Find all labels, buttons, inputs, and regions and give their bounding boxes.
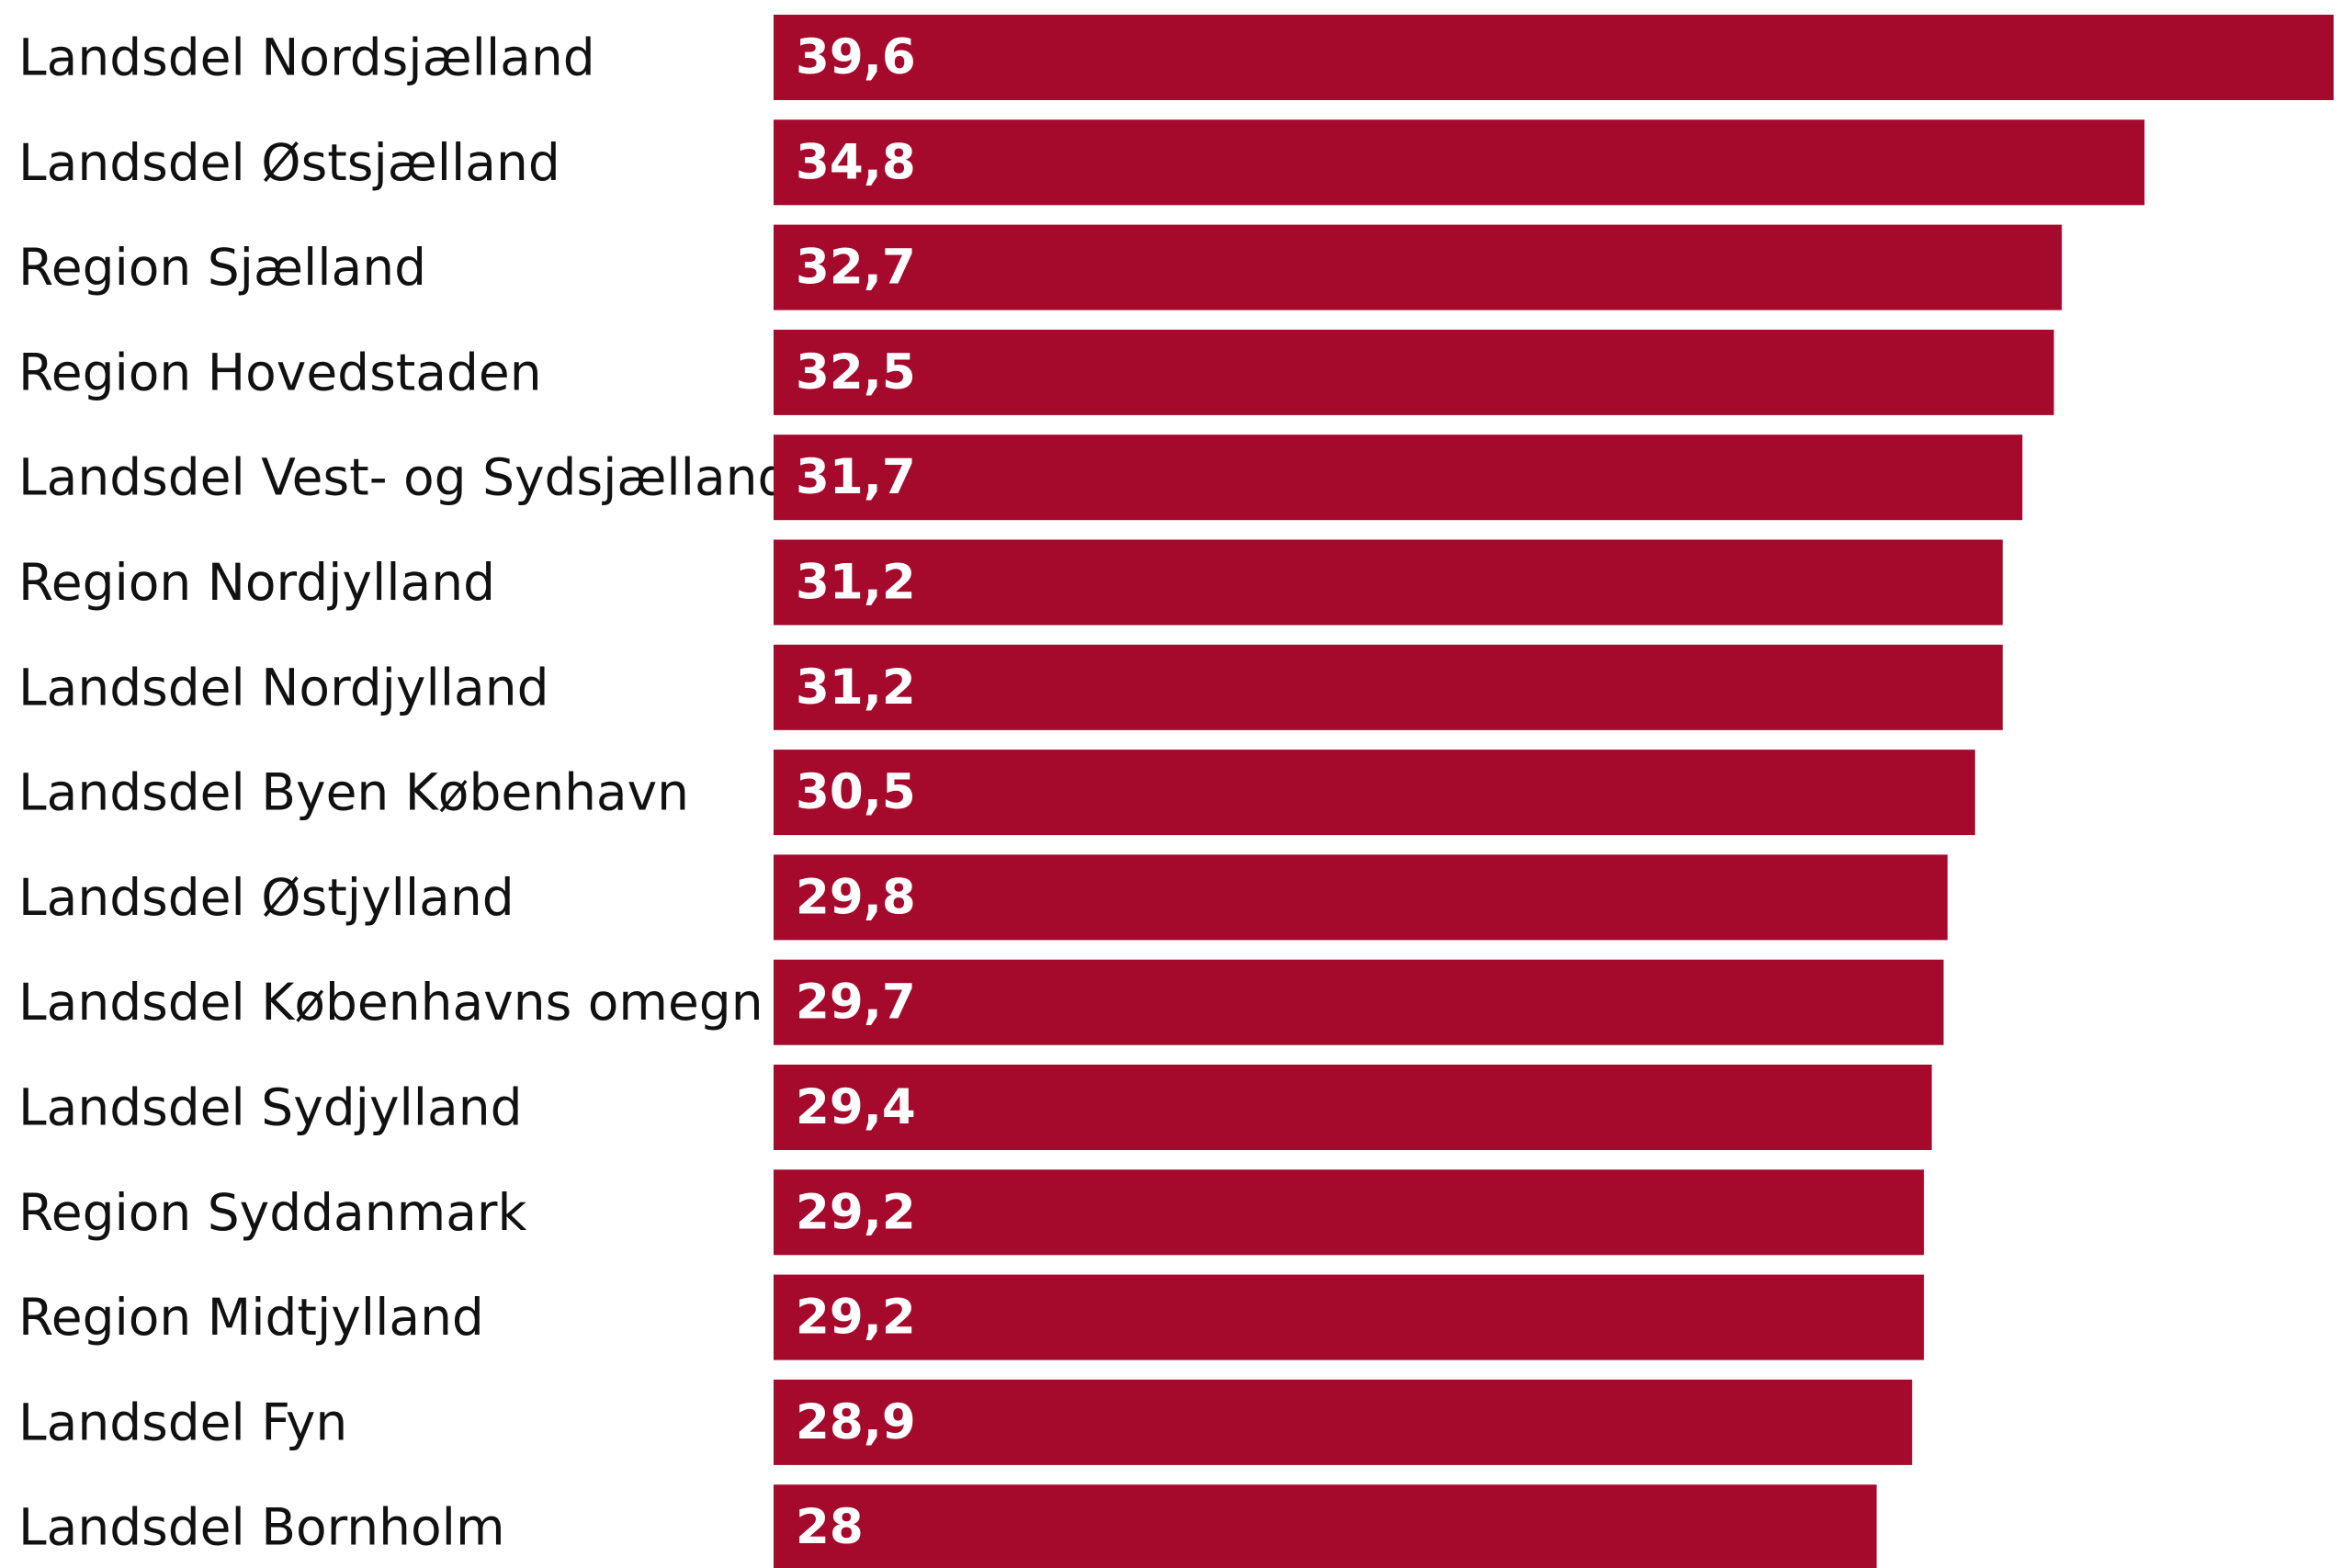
category-label: Landsdel Sydjylland: [18, 1078, 523, 1137]
category-label: Landsdel Bornholm: [18, 1498, 505, 1557]
bar: [774, 224, 2063, 310]
value-label: 32,7: [796, 240, 916, 296]
value-labels: 39,6 34,8 32,7 32,5 31,7 31,2 31,2 30,5 29,8 29,7…: [796, 29, 916, 1555]
bar: [774, 644, 2003, 730]
value-label: 29,2: [796, 1290, 916, 1346]
value-label: 34,8: [796, 134, 916, 190]
value-label: 29,7: [796, 975, 916, 1031]
value-label: 32,5: [796, 344, 916, 400]
value-label: 28,9: [796, 1394, 916, 1450]
value-label: 28: [796, 1499, 864, 1555]
bar: [774, 434, 2023, 521]
category-label: Landsdel Københavns omegn: [18, 973, 763, 1032]
category-label: Region Midtjylland: [18, 1288, 484, 1347]
bar: [774, 854, 1948, 941]
value-label: 31,7: [796, 449, 916, 505]
category-label: Landsdel Nordsjælland: [18, 28, 595, 87]
value-label: 31,2: [796, 660, 916, 716]
value-label: 29,8: [796, 869, 916, 925]
category-label: Landsdel Østsjælland: [18, 133, 560, 192]
bar: [774, 15, 2334, 100]
bars: [774, 15, 2334, 1568]
category-label: Landsdel Nordjylland: [18, 658, 549, 716]
category-labels: Landsdel Nordsjælland Landsdel Østsjællan…: [18, 28, 789, 1557]
bar: [774, 1379, 1913, 1465]
category-label: Landsdel Vest- og Sydsjælland: [18, 448, 789, 507]
bar: [774, 1274, 1925, 1360]
value-label: 30,5: [796, 764, 916, 820]
bar: [774, 750, 1975, 836]
value-label: 31,2: [796, 555, 916, 611]
value-label: 29,4: [796, 1079, 916, 1135]
category-label: Region Hovedstaden: [18, 343, 542, 401]
bar: [774, 539, 2003, 626]
bar: [774, 1484, 1877, 1568]
category-label: Region Nordjylland: [18, 553, 495, 612]
category-label: Landsdel Byen København: [18, 763, 689, 822]
category-label: Region Syddanmark: [18, 1183, 527, 1242]
category-label: Landsdel Fyn: [18, 1393, 347, 1451]
bar: [774, 119, 2145, 206]
value-label: 29,2: [796, 1184, 916, 1240]
bar: [774, 1169, 1925, 1256]
category-label: Region Sjælland: [18, 238, 426, 297]
bar: [774, 329, 2054, 415]
bar: [774, 1065, 1932, 1150]
bar: [774, 959, 1944, 1045]
value-label: 39,6: [796, 29, 916, 85]
category-label: Landsdel Østjylland: [18, 868, 514, 927]
